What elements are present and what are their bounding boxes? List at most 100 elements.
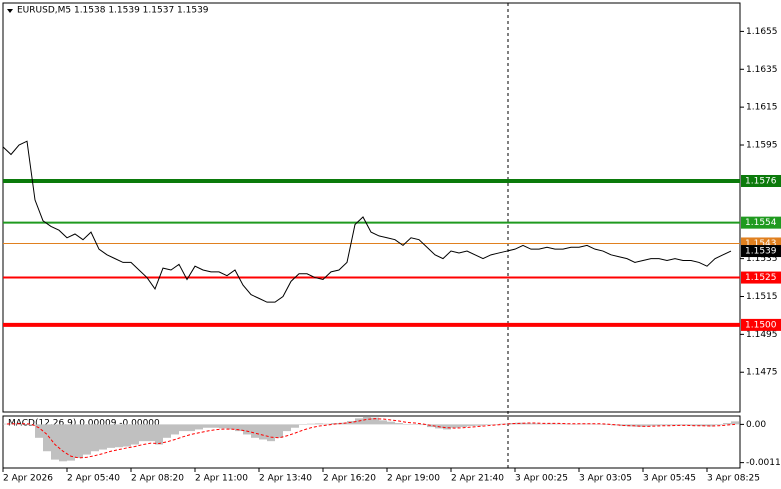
macd-bar xyxy=(707,424,715,427)
macd-bar xyxy=(427,424,435,428)
macd-bar xyxy=(147,424,155,442)
level-label: 1.1525 xyxy=(745,273,777,283)
y-tick-label: 1.1515 xyxy=(746,292,778,302)
macd-bar xyxy=(235,424,243,432)
x-tick-label: 2 Apr 2026 xyxy=(3,474,53,484)
macd-bar xyxy=(395,423,403,425)
price-line xyxy=(2,140,732,303)
x-tick-label: 2 Apr 08:20 xyxy=(131,474,184,484)
macd-frame xyxy=(2,415,741,469)
macd-bar xyxy=(403,424,411,425)
macd-bar xyxy=(635,424,643,427)
macd-bar xyxy=(227,424,235,430)
macd-bar xyxy=(163,424,171,438)
x-tick-label: 3 Apr 08:25 xyxy=(707,474,760,484)
menu-arrow xyxy=(7,9,13,13)
x-tick-label: 3 Apr 05:45 xyxy=(643,474,696,484)
macd-bar xyxy=(299,424,307,425)
macd-bar xyxy=(363,417,371,425)
y-tick-label: 1.1495 xyxy=(746,330,778,340)
level-label-box xyxy=(741,174,781,187)
macd-bar xyxy=(307,423,315,425)
signal-line xyxy=(6,418,736,459)
macd-bar xyxy=(267,424,275,442)
macd-bar xyxy=(379,420,387,425)
macd-bar xyxy=(555,423,563,425)
macd-bar xyxy=(283,424,291,432)
macd-bar xyxy=(259,424,267,440)
macd-bar xyxy=(195,424,203,430)
x-tick-label: 2 Apr 11:00 xyxy=(195,474,248,484)
macd-bar xyxy=(651,424,659,426)
y-tick-label: 1.1615 xyxy=(746,103,778,113)
x-tick-label: 3 Apr 03:05 xyxy=(579,474,632,484)
level-label: 1.1576 xyxy=(745,176,777,186)
macd-bar xyxy=(531,423,539,425)
macd-bar xyxy=(139,424,147,442)
macd-bar xyxy=(59,424,67,462)
macd-bar xyxy=(203,424,211,428)
macd-bar xyxy=(251,424,259,438)
y-tick-label: -0.00114 xyxy=(746,458,781,468)
macd-bar xyxy=(171,424,179,435)
macd-bar xyxy=(387,421,395,425)
macd-bar xyxy=(507,423,515,425)
macd-bar xyxy=(339,422,347,425)
macd-bar xyxy=(443,424,451,430)
x-tick-label: 2 Apr 21:40 xyxy=(451,474,504,484)
x-tick-label: 3 Apr 00:25 xyxy=(515,474,568,484)
macd-bar xyxy=(371,417,379,425)
macd-bar xyxy=(35,424,43,438)
macd-bar xyxy=(451,424,459,428)
macd-bar xyxy=(115,424,123,448)
macd-bar xyxy=(243,424,251,435)
x-tick-label: 2 Apr 05:40 xyxy=(67,474,120,484)
macd-bar xyxy=(459,424,467,428)
chart-title: EURUSD,M5 1.1538 1.1539 1.1537 1.1539 xyxy=(17,6,209,16)
macd-title: MACD(12,26,9) 0.00009 -0.00000 xyxy=(8,419,160,429)
macd-bar xyxy=(67,424,75,461)
macd-bar xyxy=(179,424,187,432)
y-tick-label: 1.1635 xyxy=(746,65,778,75)
x-tick-label: 2 Apr 16:20 xyxy=(323,474,376,484)
macd-bar xyxy=(11,423,19,425)
level-label: 1.1500 xyxy=(745,320,777,330)
level-label-box xyxy=(741,318,781,331)
macd-bar xyxy=(667,424,675,426)
y-tick-label: 1.1655 xyxy=(746,27,778,37)
macd-bar xyxy=(43,424,51,452)
level-label: 1.1554 xyxy=(745,218,777,228)
macd-bar xyxy=(75,424,83,458)
macd-bar xyxy=(83,424,91,455)
last-price-label: 1.1539 xyxy=(745,247,777,257)
macd-bar xyxy=(523,423,531,425)
macd-bar xyxy=(691,424,699,426)
macd-bar xyxy=(51,424,59,460)
macd-bar xyxy=(187,424,195,432)
macd-bar xyxy=(539,423,547,425)
level-label-box xyxy=(741,216,781,229)
macd-bar xyxy=(723,423,731,425)
macd-bar xyxy=(571,424,579,425)
macd-bar xyxy=(123,424,131,447)
macd-bar xyxy=(563,423,571,425)
macd-bar xyxy=(483,424,491,426)
macd-bar xyxy=(323,423,331,425)
y-tick-label: 1.1535 xyxy=(746,254,778,264)
macd-bar xyxy=(587,423,595,425)
macd-bar xyxy=(603,424,611,425)
macd-bar xyxy=(99,424,107,450)
y-tick-label: 1.1475 xyxy=(746,368,778,378)
macd-bar xyxy=(643,424,651,427)
macd-bar xyxy=(547,423,555,425)
macd-bar xyxy=(659,424,667,426)
macd-bar xyxy=(91,424,99,452)
macd-bar xyxy=(155,424,163,445)
y-tick-label: 0.00 xyxy=(746,420,766,430)
macd-bar xyxy=(275,424,283,438)
level-label-box xyxy=(741,271,781,284)
x-tick-label: 2 Apr 13:40 xyxy=(259,474,312,484)
last-price-box xyxy=(741,245,781,258)
